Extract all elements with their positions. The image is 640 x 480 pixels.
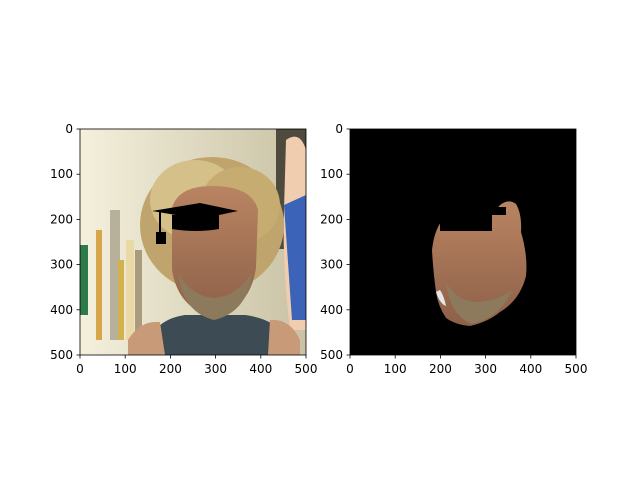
right-xtick-label: 300 [474, 362, 497, 376]
right-ytick-label: 400 [320, 303, 343, 317]
right-ytick-label: 200 [320, 212, 343, 226]
right-xtick-label: 400 [519, 362, 542, 376]
left-ytick-label: 300 [50, 258, 73, 272]
right-xtick-label: 100 [384, 362, 407, 376]
left-xtick-label: 500 [295, 362, 318, 376]
right-mask-image [350, 129, 576, 355]
left-xtick-label: 0 [76, 362, 84, 376]
right-ytick-label: 0 [335, 122, 343, 136]
right-xtick-label: 500 [565, 362, 588, 376]
right-ytick-label: 300 [320, 258, 343, 272]
left-xtick-label: 200 [159, 362, 182, 376]
left-ytick-label: 500 [50, 348, 73, 362]
left-ytick-label: 200 [50, 212, 73, 226]
right-xtick-label: 0 [346, 362, 354, 376]
left-ytick-label: 400 [50, 303, 73, 317]
right-ytick-label: 500 [320, 348, 343, 362]
left-xtick-label: 300 [204, 362, 227, 376]
right-axes-frame [349, 128, 577, 356]
left-xtick-label: 100 [114, 362, 137, 376]
left-photo-image [80, 129, 306, 355]
left-axes-frame [79, 128, 307, 356]
left-ytick-label: 0 [65, 122, 73, 136]
right-xtick-label: 200 [429, 362, 452, 376]
left-ytick-label: 100 [50, 167, 73, 181]
left-xtick-label: 400 [249, 362, 272, 376]
right-ytick-label: 100 [320, 167, 343, 181]
